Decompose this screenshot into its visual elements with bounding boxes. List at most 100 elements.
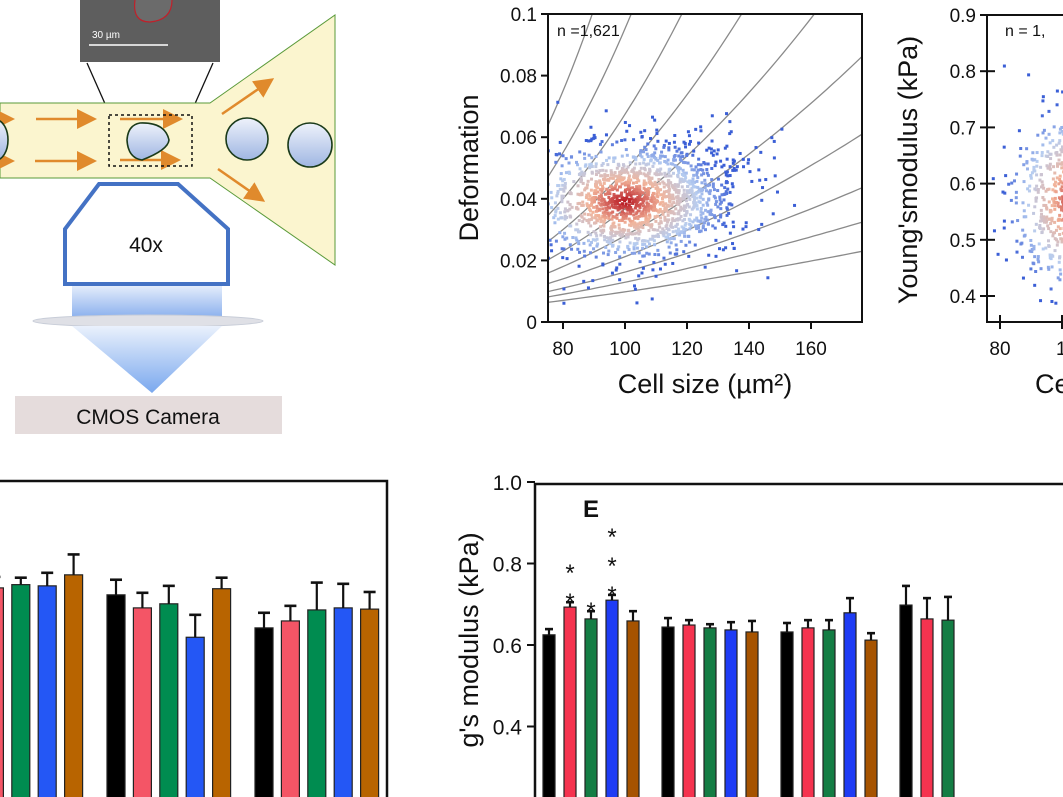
scatter-point <box>719 200 723 204</box>
n-annotation: n = 1, <box>1005 23 1045 40</box>
scatter-point <box>654 219 658 223</box>
scatter-point <box>638 260 642 264</box>
scatter-point <box>602 220 606 224</box>
scatter-point <box>595 182 599 186</box>
scatter-point <box>614 179 618 183</box>
scatter-point <box>1050 300 1054 304</box>
scatter-point <box>1017 129 1021 133</box>
scatter-point <box>1035 196 1039 200</box>
scatter-point <box>599 216 603 220</box>
scatter-point <box>1055 151 1059 155</box>
scatter-point <box>581 200 585 204</box>
scatter-point <box>688 182 692 186</box>
scatter-point <box>731 220 735 224</box>
bar <box>584 618 598 797</box>
scatter-point <box>680 225 684 229</box>
scatter-point <box>742 165 746 169</box>
scatter-point <box>664 160 668 164</box>
scatter-point <box>594 231 598 235</box>
scatter-point <box>1058 268 1062 272</box>
scatter-point <box>647 223 651 227</box>
scatter-point <box>627 193 631 197</box>
scatter-point <box>589 188 593 192</box>
scatter-point <box>629 194 633 198</box>
scatter-point <box>621 230 625 234</box>
scatter-point <box>568 203 572 207</box>
scatter-point <box>1040 217 1044 221</box>
plot-frame <box>547 13 863 323</box>
scatter-point <box>691 195 695 199</box>
scatter-point <box>706 162 710 166</box>
scatter-point <box>613 187 617 191</box>
scatter-point <box>641 201 645 205</box>
scatter-point <box>626 244 630 248</box>
scatter-point <box>579 214 583 218</box>
scatter-point <box>693 243 697 247</box>
scatter-point <box>644 208 648 212</box>
scatter-point <box>607 240 611 244</box>
scatter-point <box>550 249 554 253</box>
tube-lens <box>32 314 264 328</box>
scatter-point <box>639 214 643 218</box>
scatter-point <box>532 221 535 224</box>
scatter-point <box>641 191 645 195</box>
scatter-point <box>490 200 493 203</box>
scatter-point <box>731 158 735 162</box>
scatter-point <box>667 179 671 183</box>
scatter-point <box>653 118 657 122</box>
scatter-point <box>616 247 620 251</box>
scatter-point <box>684 199 688 203</box>
scatter-point <box>560 200 564 204</box>
scatter-point <box>566 200 570 204</box>
camera-box <box>15 396 282 434</box>
scatter-point <box>639 171 643 175</box>
scatter-point <box>521 179 524 182</box>
scatter-point <box>699 206 703 210</box>
scatter-point <box>647 217 651 221</box>
scatter-point <box>793 203 797 207</box>
scatter-point <box>628 124 632 128</box>
bar <box>626 620 640 797</box>
scatter-point <box>635 301 639 305</box>
scatter-point <box>1058 139 1062 143</box>
scatter-point <box>708 212 712 216</box>
x-tick-label: 160 <box>795 339 827 360</box>
scatter-point <box>1031 151 1035 155</box>
scatter-point <box>560 164 564 168</box>
scatter-point <box>1001 190 1005 194</box>
scatter-point <box>650 184 654 188</box>
scatter-point <box>585 202 589 206</box>
scatter-point <box>686 130 690 134</box>
scatter-point <box>703 182 707 186</box>
scatter-point <box>634 236 638 240</box>
scatter-point <box>711 153 715 157</box>
scatter-point <box>1055 143 1059 147</box>
scatter-point <box>656 235 660 239</box>
scatter-point <box>630 251 634 255</box>
scatter-point <box>617 207 621 211</box>
x-tick-label: 80 <box>552 339 573 360</box>
scatter-point <box>682 196 686 200</box>
scatter-point <box>645 201 649 205</box>
scatter-point <box>671 193 675 197</box>
scatter-point <box>677 203 681 207</box>
scatter-point <box>761 186 765 190</box>
scatter-point <box>1053 220 1057 224</box>
scatter-point <box>1056 225 1060 229</box>
scatter-point <box>518 184 521 187</box>
scatter-point <box>675 202 679 206</box>
scatter-point <box>440 228 443 231</box>
scatter-point <box>687 195 691 199</box>
scatter-point <box>636 177 640 181</box>
y-tick-label: 1.0 <box>493 472 522 495</box>
scatter-point <box>700 181 704 185</box>
isoline <box>549 250 862 303</box>
scatter-point <box>655 192 659 196</box>
scatter-point <box>732 225 736 229</box>
scatter-point <box>639 130 643 134</box>
scatter-point <box>1032 244 1036 248</box>
scatter-point <box>1054 301 1058 305</box>
scatter-point <box>720 193 724 197</box>
scatter-point <box>688 227 692 231</box>
scatter-point <box>692 198 696 202</box>
